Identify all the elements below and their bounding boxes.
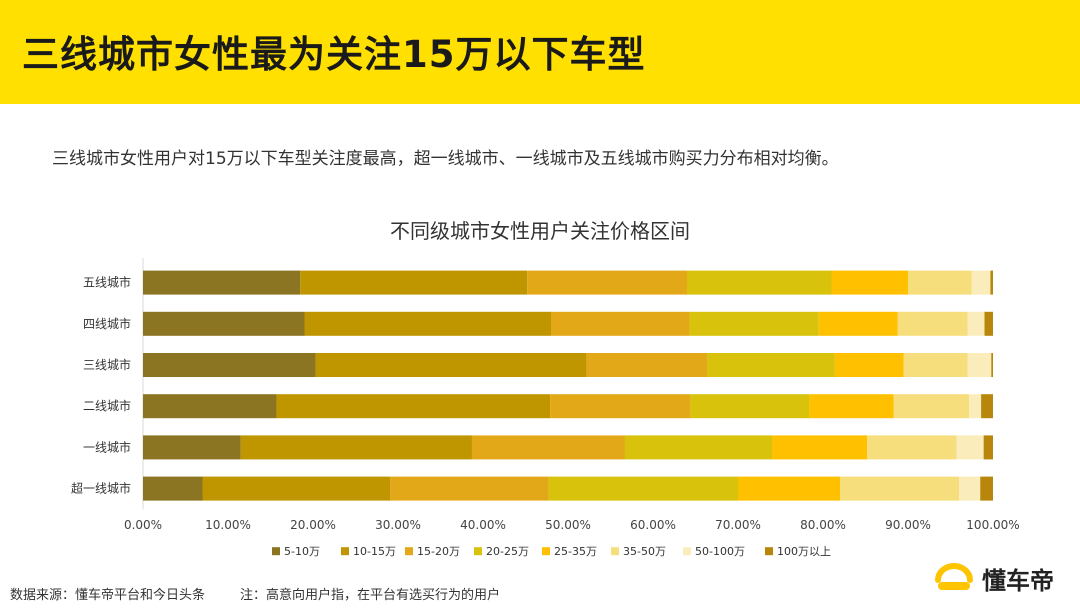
bar-segment	[315, 353, 587, 377]
brand-logo: 懂车帝	[934, 560, 1054, 596]
bar-segment	[586, 353, 708, 377]
bar-segment	[240, 435, 472, 460]
category-label: 二线城市	[83, 398, 131, 413]
x-tick-label: 40.00%	[460, 518, 506, 532]
x-tick-label: 0.00%	[124, 518, 162, 532]
bar-segment	[143, 270, 301, 295]
category-label: 四线城市	[83, 316, 131, 331]
legend-label: 35-50万	[623, 545, 666, 558]
legend-label: 100万以上	[777, 545, 831, 558]
category-label: 一线城市	[83, 439, 131, 454]
legend-swatch	[542, 547, 550, 556]
bar-segment	[690, 394, 810, 419]
bar-segment	[527, 270, 687, 295]
bar-segment	[624, 435, 772, 460]
legend-swatch	[341, 547, 349, 556]
bar-segment	[959, 476, 981, 501]
bar-segment	[300, 270, 528, 295]
bar-segment	[971, 270, 991, 295]
bar-segment	[304, 311, 551, 336]
bar-segment	[967, 311, 985, 336]
x-tick-label: 60.00%	[630, 518, 676, 532]
bar-segment	[903, 353, 968, 377]
category-label: 超一线城市	[71, 481, 131, 496]
bar-segment	[550, 394, 691, 419]
legend-swatch	[405, 547, 413, 556]
bar-segment	[143, 394, 277, 419]
bar-segment	[548, 476, 738, 501]
bar-segment	[984, 311, 993, 336]
bar-segment	[689, 311, 819, 336]
subtitle: 三线城市女性用户对15万以下车型关注度最高，超一线城市、一线城市及五线城市购买力…	[52, 149, 839, 169]
bar-segment	[143, 311, 305, 336]
x-tick-label: 90.00%	[885, 518, 931, 532]
bar-segment	[834, 353, 904, 377]
bar-segment	[908, 270, 972, 295]
legend-swatch	[765, 547, 773, 556]
header-banner: 三线城市女性最为关注15万以下车型	[0, 0, 1080, 104]
bar-segment	[143, 476, 203, 501]
bar-segment	[276, 394, 551, 419]
page-title: 三线城市女性最为关注15万以下车型	[22, 33, 646, 76]
data-source: 数据来源：懂车帝平台和今日头条	[10, 588, 206, 603]
x-tick-label: 20.00%	[290, 518, 336, 532]
x-tick-label: 30.00%	[375, 518, 421, 532]
legend-swatch	[474, 547, 482, 556]
chart-title: 不同级城市女性用户关注价格区间	[390, 219, 690, 243]
legend-label: 5-10万	[284, 545, 320, 558]
bar-segment	[831, 270, 908, 295]
bar-segment	[967, 353, 992, 377]
legend-swatch	[611, 547, 619, 556]
x-tick-label: 50.00%	[545, 518, 591, 532]
legend-label: 15-20万	[417, 545, 460, 558]
legend-label: 20-25万	[486, 545, 529, 558]
bar-segment	[143, 353, 316, 377]
bar-segment	[809, 394, 894, 419]
bar-segment	[897, 311, 968, 336]
legend-swatch	[272, 547, 280, 556]
category-label: 三线城市	[83, 357, 131, 372]
car-logo-icon	[935, 563, 973, 590]
bar-segment	[840, 476, 959, 501]
brand-name: 懂车帝	[982, 566, 1054, 595]
bar-segment	[990, 270, 993, 295]
legend-label: 10-15万	[353, 545, 396, 558]
bar-segment	[687, 270, 832, 295]
bar-segment	[772, 435, 868, 460]
bar-segment	[893, 394, 970, 419]
bar-segment	[981, 394, 993, 419]
x-tick-label: 100.00%	[966, 518, 1019, 532]
bar-segment	[956, 435, 984, 460]
bar-segment	[143, 435, 241, 460]
legend-swatch	[683, 547, 691, 556]
bar-segment	[738, 476, 840, 501]
x-tick-label: 10.00%	[205, 518, 251, 532]
bar-segment	[980, 476, 993, 501]
bar-segment	[818, 311, 898, 336]
bar-segment	[390, 476, 549, 501]
x-tick-label: 70.00%	[715, 518, 761, 532]
bar-segment	[991, 353, 993, 377]
bar-segment	[202, 476, 391, 501]
bar-segment	[983, 435, 993, 460]
bar-segment	[471, 435, 625, 460]
legend-label: 50-100万	[695, 545, 745, 558]
bar-segment	[551, 311, 690, 336]
bar-segment	[969, 394, 982, 419]
bar-segment	[867, 435, 957, 460]
footer-note: 注：高意向用户指，在平台有选买行为的用户	[240, 588, 501, 603]
bar-segment	[707, 353, 835, 377]
legend-label: 25-35万	[554, 545, 597, 558]
category-label: 五线城市	[83, 275, 131, 290]
x-tick-label: 80.00%	[800, 518, 846, 532]
